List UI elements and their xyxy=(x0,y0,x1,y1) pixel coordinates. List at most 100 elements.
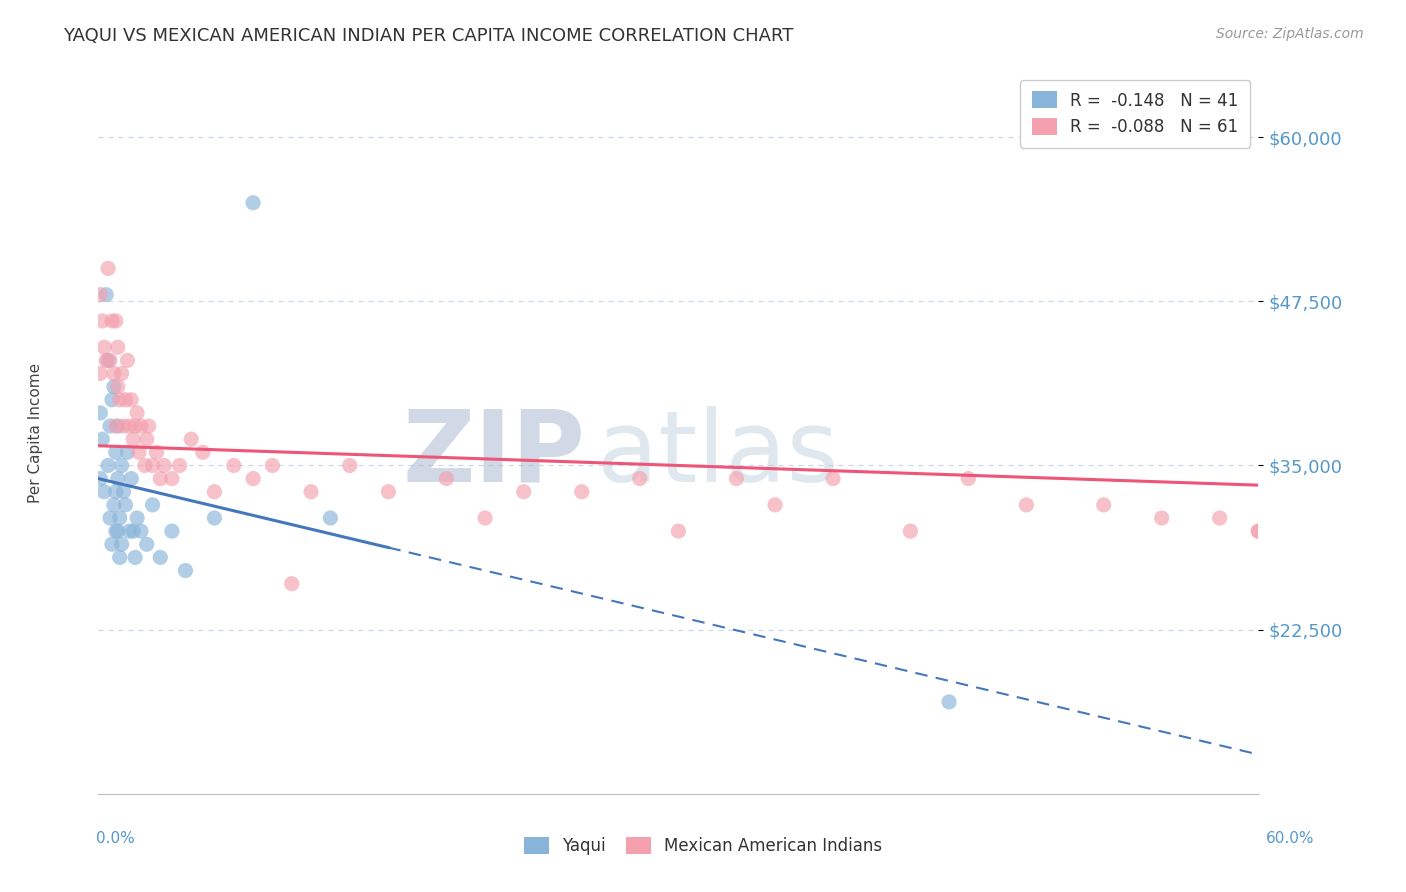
Point xyxy=(97,458,120,473)
Point xyxy=(89,367,111,381)
Point xyxy=(107,419,129,434)
Point xyxy=(122,524,145,538)
Point xyxy=(93,484,115,499)
Point xyxy=(91,314,114,328)
Point xyxy=(97,261,120,276)
Point xyxy=(628,472,651,486)
Point xyxy=(174,564,197,578)
Point xyxy=(117,353,139,368)
Point xyxy=(319,511,342,525)
Point xyxy=(821,472,844,486)
Point xyxy=(108,511,131,525)
Point xyxy=(89,406,111,420)
Point xyxy=(141,498,165,512)
Point xyxy=(1247,524,1270,538)
Point xyxy=(101,392,124,407)
Point xyxy=(96,287,118,301)
Point xyxy=(89,287,111,301)
Point xyxy=(1150,511,1173,525)
Point xyxy=(436,472,458,486)
Point xyxy=(117,445,139,459)
Point xyxy=(666,524,689,538)
Point xyxy=(118,419,141,434)
Point xyxy=(138,419,160,434)
Point xyxy=(107,340,129,354)
Point xyxy=(299,484,322,499)
Point xyxy=(91,432,114,446)
Point xyxy=(900,524,922,538)
Point xyxy=(104,484,127,499)
Point xyxy=(180,432,202,446)
Point xyxy=(763,498,786,512)
Point xyxy=(128,445,150,459)
Point xyxy=(107,379,129,393)
Point xyxy=(101,314,124,328)
Point xyxy=(111,537,132,551)
Point xyxy=(127,511,149,525)
Point xyxy=(129,419,152,434)
Point xyxy=(1247,524,1270,538)
Text: 60.0%: 60.0% xyxy=(1267,831,1315,847)
Point xyxy=(145,445,167,459)
Point xyxy=(124,550,146,565)
Point xyxy=(1092,498,1115,512)
Point xyxy=(104,524,127,538)
Point xyxy=(103,379,125,393)
Point xyxy=(204,484,226,499)
Point xyxy=(135,537,157,551)
Point xyxy=(153,458,176,473)
Point xyxy=(938,695,960,709)
Point xyxy=(377,484,399,499)
Legend: Yaqui, Mexican American Indians: Yaqui, Mexican American Indians xyxy=(517,830,889,862)
Point xyxy=(107,524,129,538)
Point xyxy=(114,498,136,512)
Legend: R =  -0.148   N = 41, R =  -0.088   N = 61: R = -0.148 N = 41, R = -0.088 N = 61 xyxy=(1021,79,1250,148)
Point xyxy=(93,340,115,354)
Point xyxy=(1015,498,1038,512)
Point xyxy=(120,392,142,407)
Point xyxy=(98,353,121,368)
Point xyxy=(122,432,145,446)
Point xyxy=(160,472,183,486)
Point xyxy=(149,550,172,565)
Point xyxy=(97,353,120,368)
Point xyxy=(149,472,172,486)
Point xyxy=(101,537,124,551)
Point xyxy=(725,472,748,486)
Point xyxy=(103,367,125,381)
Point xyxy=(104,314,127,328)
Point xyxy=(98,511,121,525)
Point xyxy=(112,484,135,499)
Point xyxy=(98,419,121,434)
Point xyxy=(204,511,226,525)
Point xyxy=(242,472,264,486)
Point xyxy=(111,367,132,381)
Y-axis label: Per Capita Income: Per Capita Income xyxy=(28,362,42,503)
Point xyxy=(114,392,136,407)
Point xyxy=(108,392,131,407)
Point xyxy=(124,419,146,434)
Text: Source: ZipAtlas.com: Source: ZipAtlas.com xyxy=(1216,27,1364,41)
Point xyxy=(262,458,284,473)
Text: atlas: atlas xyxy=(598,406,839,503)
Point xyxy=(222,458,245,473)
Point xyxy=(89,472,111,486)
Point xyxy=(127,406,149,420)
Point xyxy=(108,550,131,565)
Point xyxy=(474,511,496,525)
Point xyxy=(1209,511,1232,525)
Point xyxy=(120,472,142,486)
Point xyxy=(160,524,183,538)
Point xyxy=(104,419,127,434)
Point xyxy=(107,472,129,486)
Point xyxy=(513,484,536,499)
Point xyxy=(103,498,125,512)
Point xyxy=(112,419,135,434)
Point xyxy=(118,524,141,538)
Point xyxy=(957,472,980,486)
Point xyxy=(191,445,214,459)
Text: YAQUI VS MEXICAN AMERICAN INDIAN PER CAPITA INCOME CORRELATION CHART: YAQUI VS MEXICAN AMERICAN INDIAN PER CAP… xyxy=(63,27,793,45)
Point xyxy=(129,524,152,538)
Point xyxy=(571,484,593,499)
Text: ZIP: ZIP xyxy=(402,406,585,503)
